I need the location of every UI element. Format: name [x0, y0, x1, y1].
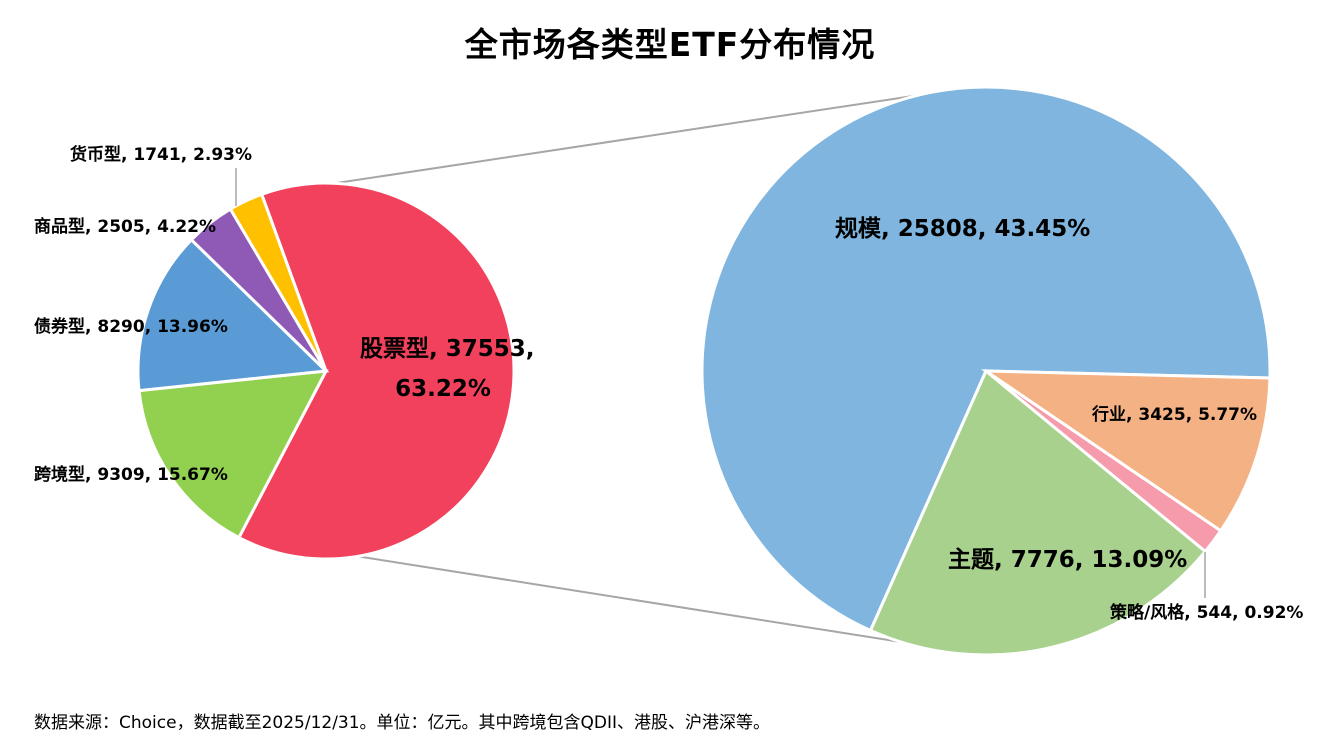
label-crossborder: 跨境型, 9309, 15.67%	[34, 464, 228, 485]
slice-money	[228, 192, 328, 372]
label-strategy: 策略/风格, 544, 0.92%	[1110, 602, 1303, 623]
connector-line-top	[261, 90, 947, 196]
data-labels: 股票型, 37553, 63.22% 跨境型, 9309, 15.67% 债券型…	[34, 144, 1303, 623]
main-pie	[136, 181, 516, 561]
leader-lines	[235, 168, 1206, 598]
sub-pie	[700, 85, 1272, 657]
label-bond: 债券型, 8290, 13.96%	[34, 316, 228, 337]
label-theme: 主题, 7776, 13.09%	[948, 547, 1187, 573]
label-money: 货币型, 1741, 2.93%	[70, 144, 252, 165]
label-scale: 规模, 25808, 43.45%	[835, 216, 1090, 242]
slice-crossborder	[137, 369, 329, 540]
slice-theme	[868, 368, 1208, 657]
slice-scale	[700, 85, 1272, 633]
slice-bond	[136, 237, 330, 393]
footnote: 数据来源：Choice，数据截至2025/12/31。单位：亿元。其中跨境包含Q…	[34, 713, 771, 733]
label-stock-line2: 63.22%	[395, 376, 491, 402]
label-industry: 行业, 3425, 5.77%	[1091, 404, 1257, 425]
slice-stock	[236, 181, 516, 561]
chart-title: 全市场各类型ETF分布情况	[464, 25, 876, 64]
label-stock-line1: 股票型, 37553,	[360, 336, 535, 362]
label-commodity: 商品型, 2505, 4.22%	[34, 216, 216, 237]
slice-industry	[980, 369, 1272, 533]
